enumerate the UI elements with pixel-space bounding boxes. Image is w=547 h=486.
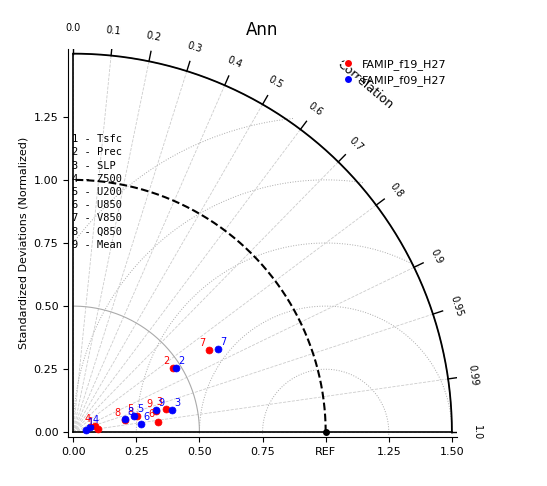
Text: 1 - Tsfc
2 - Prec
3 - SLP
4 - Z500
5 - U200
6 - U850
7 - V850
8 - Q850
9 - Mean: 1 - Tsfc 2 - Prec 3 - SLP 4 - Z500 5 - U… bbox=[72, 134, 122, 250]
Text: 0.1: 0.1 bbox=[106, 25, 121, 36]
Text: 3: 3 bbox=[174, 398, 181, 408]
Text: 7: 7 bbox=[220, 337, 226, 347]
Text: Correlation: Correlation bbox=[335, 57, 396, 111]
Text: 0.95: 0.95 bbox=[449, 295, 465, 318]
Text: 8: 8 bbox=[127, 407, 133, 417]
Y-axis label: Standardized Deviations (Normalized): Standardized Deviations (Normalized) bbox=[18, 137, 28, 349]
Text: 0.7: 0.7 bbox=[347, 135, 365, 153]
Text: 6: 6 bbox=[143, 412, 149, 422]
Text: 5: 5 bbox=[137, 404, 143, 414]
Legend: FAMIP_f19_H27, FAMIP_f09_H27: FAMIP_f19_H27, FAMIP_f09_H27 bbox=[333, 54, 451, 90]
Text: 2: 2 bbox=[178, 356, 185, 366]
Text: 5: 5 bbox=[127, 404, 133, 414]
Text: 0.2: 0.2 bbox=[146, 30, 162, 43]
Text: 4: 4 bbox=[85, 414, 91, 424]
Text: 3: 3 bbox=[156, 397, 162, 407]
Text: 6: 6 bbox=[148, 410, 155, 419]
Text: 0.99: 0.99 bbox=[467, 364, 480, 387]
Text: 0.6: 0.6 bbox=[306, 101, 325, 118]
Text: 0.8: 0.8 bbox=[388, 181, 405, 199]
Text: 7: 7 bbox=[199, 338, 206, 348]
Text: 8: 8 bbox=[115, 408, 121, 418]
Text: 0.9: 0.9 bbox=[429, 247, 445, 265]
Text: 0.3: 0.3 bbox=[185, 40, 203, 54]
Text: 4: 4 bbox=[92, 415, 98, 425]
Text: 1: 1 bbox=[88, 418, 94, 428]
Text: 0.0: 0.0 bbox=[66, 23, 81, 34]
Text: 0.4: 0.4 bbox=[226, 54, 244, 70]
Text: 2: 2 bbox=[163, 356, 169, 366]
Title: Ann: Ann bbox=[246, 21, 279, 39]
Text: 1: 1 bbox=[88, 417, 95, 427]
Text: 9: 9 bbox=[159, 398, 165, 408]
Text: 1.0: 1.0 bbox=[472, 425, 482, 440]
Text: 0.5: 0.5 bbox=[266, 74, 284, 91]
Text: 9: 9 bbox=[147, 399, 153, 409]
